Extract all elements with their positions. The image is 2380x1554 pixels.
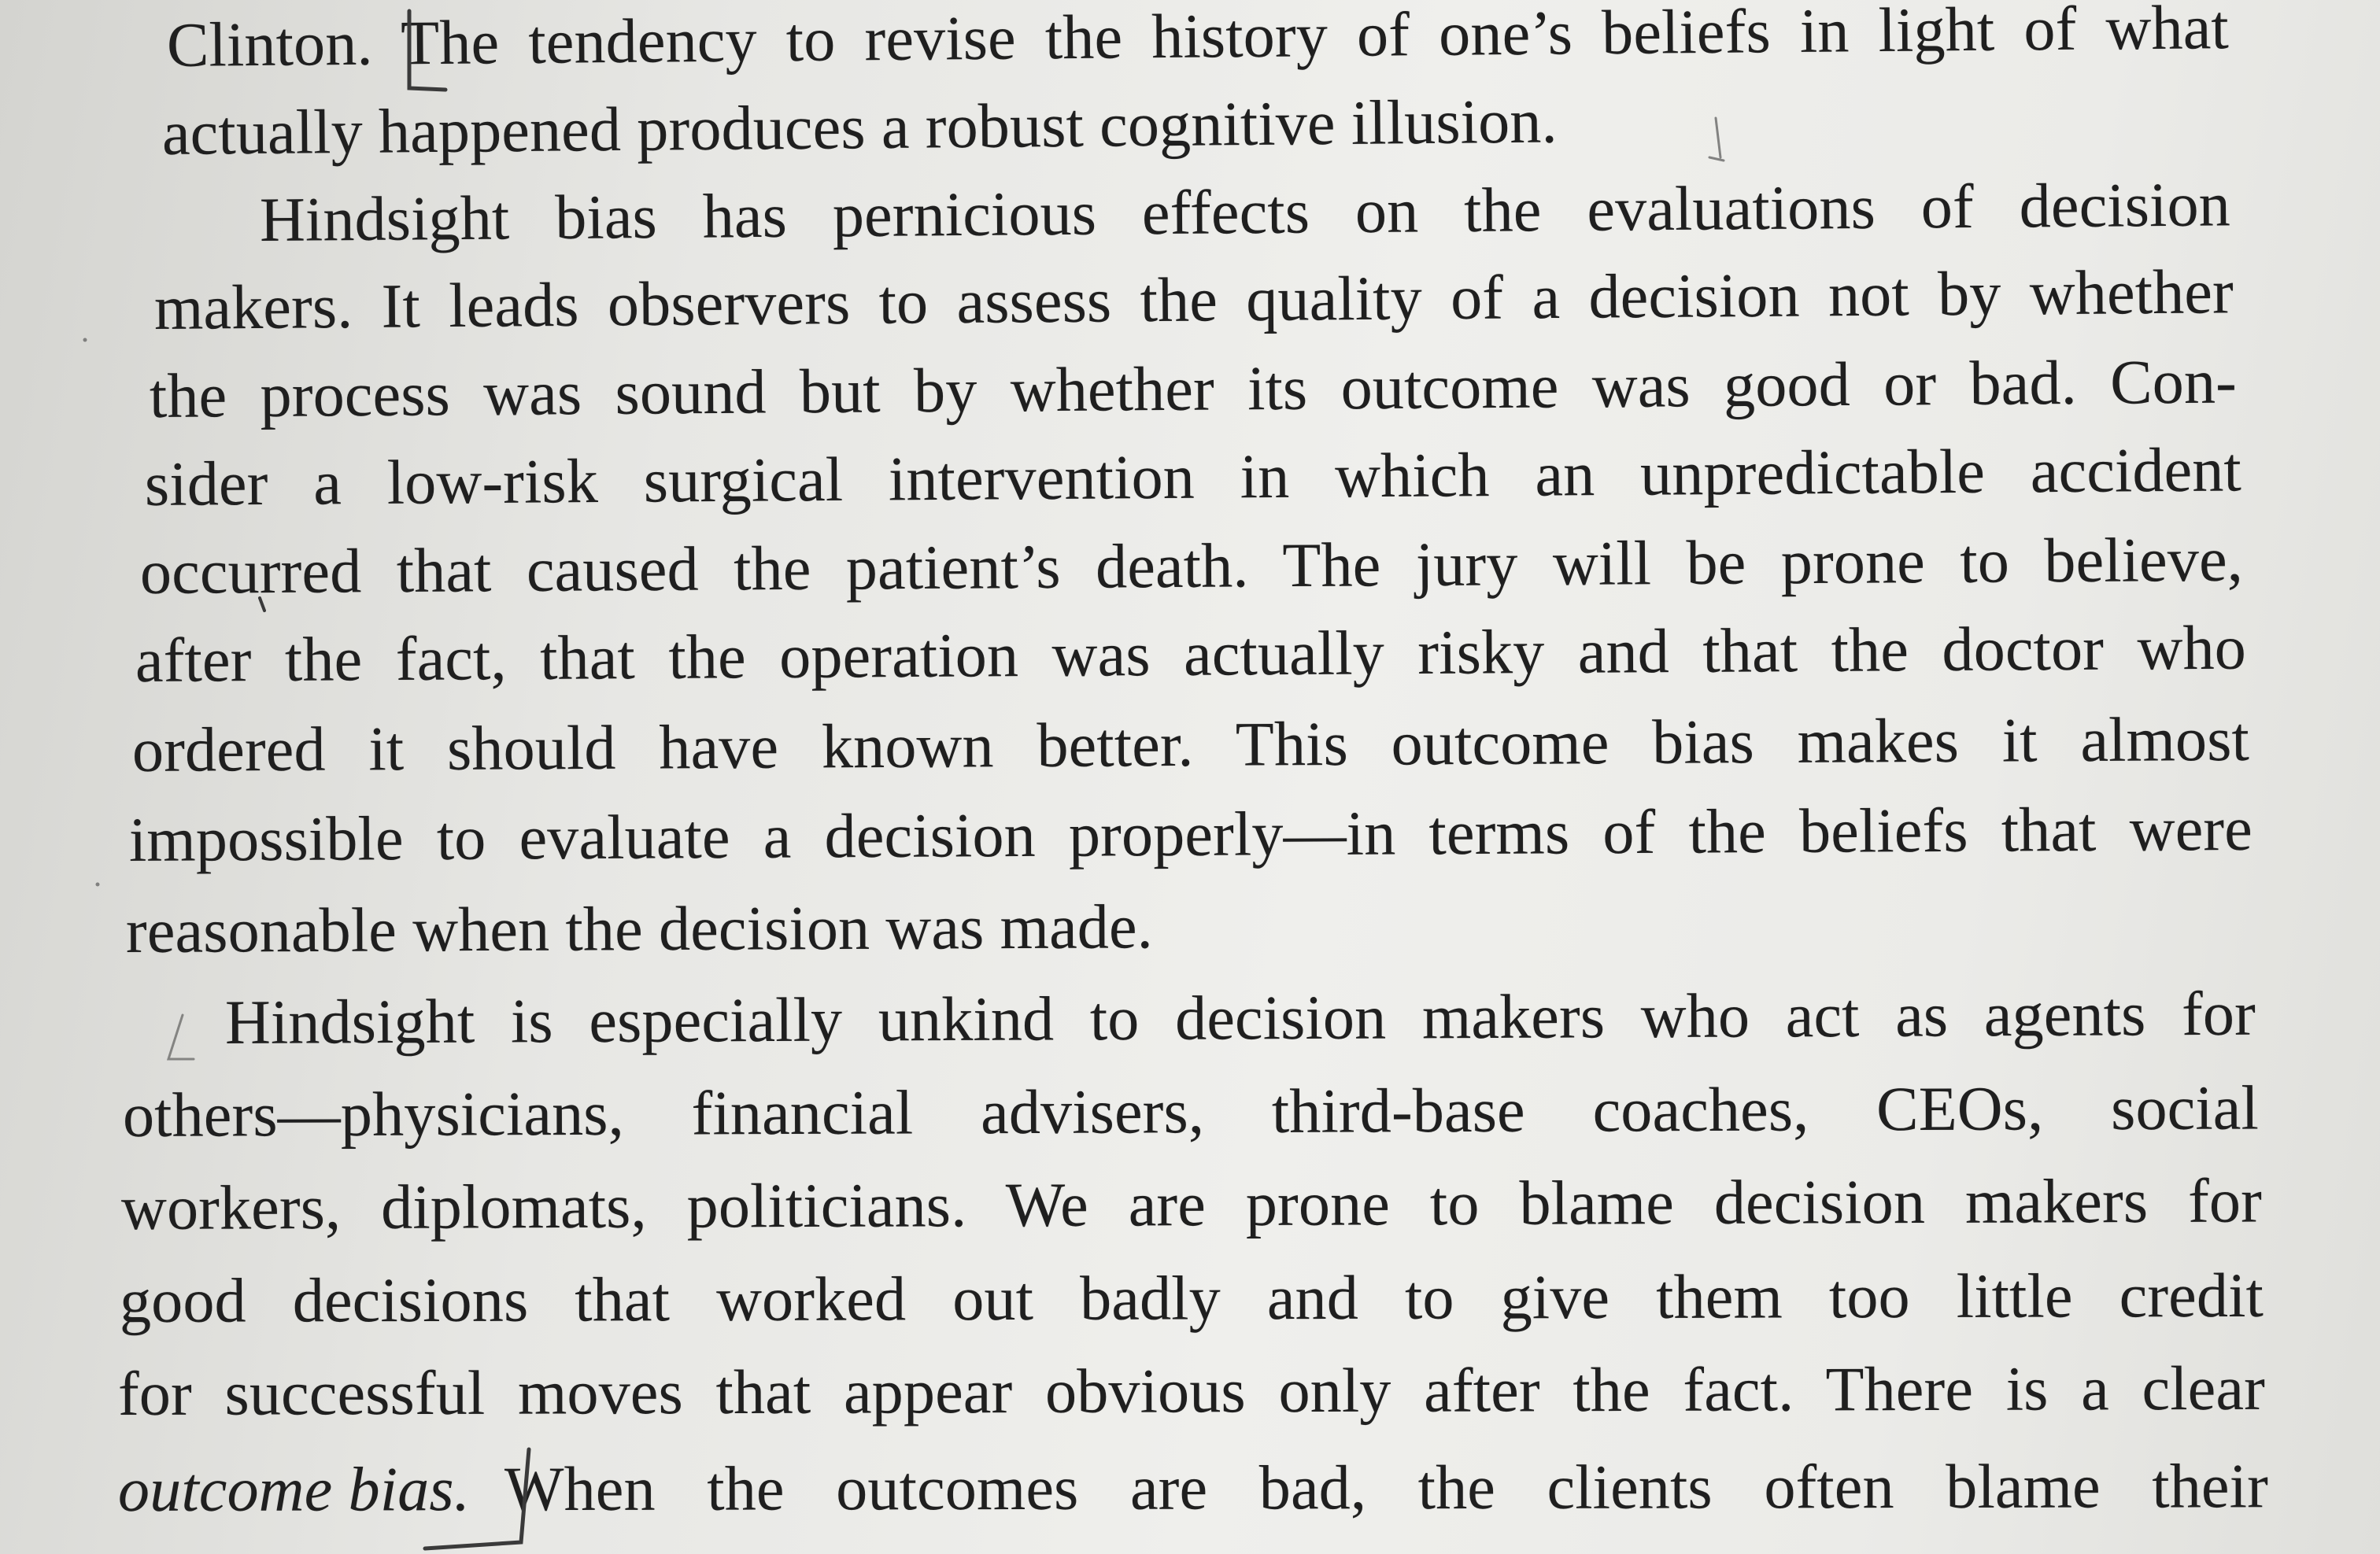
pencil-margin-mark: [166, 1013, 195, 1061]
paper-speck-2: [95, 882, 100, 887]
pencil-bracket-2: [423, 1447, 531, 1551]
pencil-bracket-1: [407, 9, 448, 92]
paper-speck-1: [83, 338, 87, 342]
pencil-mark-illusion: [1708, 116, 1725, 162]
pencil-caret-occurred: [258, 596, 266, 612]
